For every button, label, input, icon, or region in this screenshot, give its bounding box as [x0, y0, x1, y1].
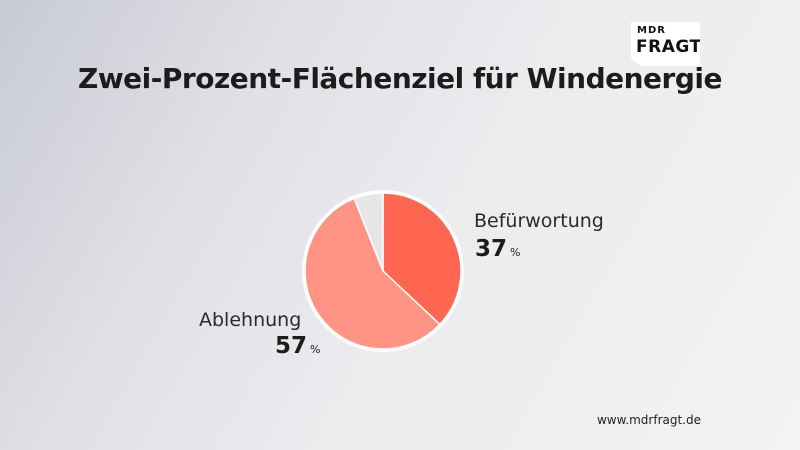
label-ablehnung: Ablehnung: [199, 309, 302, 331]
mdr-fragt-logo: MDR FRAGT: [631, 22, 700, 66]
chart-title: Zwei-Prozent-Flächenziel für Windenergie: [78, 62, 722, 95]
value-ablehnung: 57%: [275, 333, 320, 359]
value-ablehnung-number: 57: [275, 333, 308, 359]
pie-slice-ablehnung: [304, 197, 441, 350]
value-befuerwortung: 37%: [475, 236, 520, 262]
footer-url: www.mdrfragt.de: [596, 413, 701, 427]
value-ablehnung-unit: %: [310, 343, 321, 356]
logo-fragt-text: FRAGT: [636, 37, 702, 57]
label-befuerwortung: Befürwortung: [474, 210, 604, 232]
logo-mdr-text: MDR: [637, 25, 666, 36]
value-befuerwortung-number: 37: [475, 236, 508, 262]
pie-slice-other: [353, 192, 384, 272]
value-befuerwortung-unit: %: [510, 246, 521, 259]
pie-slice-befürwortung: [382, 192, 462, 326]
